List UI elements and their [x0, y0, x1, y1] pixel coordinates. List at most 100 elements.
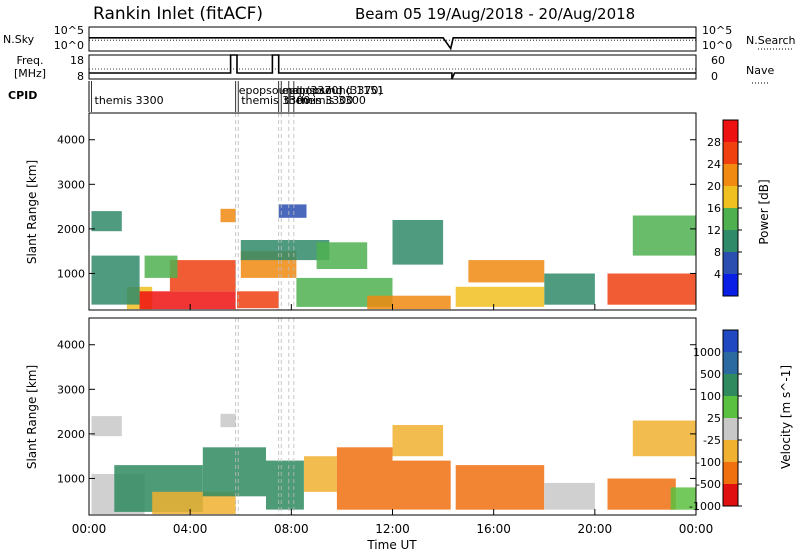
data-block [220, 208, 236, 223]
noise-sky-line [89, 37, 696, 51]
x-tick-label: 00:00 [72, 522, 107, 536]
data-block [139, 291, 236, 310]
colorbar-tick-label: -1000 [689, 500, 721, 513]
power-colorbar: 4 8 12 16 20 24 28 [707, 119, 742, 297]
velocity-colorbar: 1000 500 100 25 -25 -100 -500 -1000 [689, 329, 742, 513]
data-block [367, 295, 451, 310]
data-block [304, 456, 337, 492]
x-tick-label: 12:00 [375, 522, 410, 536]
cpid-entry: themis 3300 [95, 94, 164, 107]
freq-left-label-line2: [MHz] [14, 67, 46, 80]
y-tick-label: 2000 [57, 428, 85, 441]
x-tick-label: 16:00 [476, 522, 511, 536]
colorbar-segment [723, 418, 738, 440]
cpid-label: CPID [8, 89, 37, 102]
data-block [544, 273, 595, 305]
data-block [607, 478, 676, 510]
colorbar-segment [723, 440, 738, 462]
velocity-y-label: Slant Range [km] [25, 365, 39, 469]
colorbar-tick-label: 8 [714, 246, 721, 259]
y-tick-label: 1000 [57, 267, 85, 280]
data-block [91, 211, 122, 232]
noise-left-tick-bottom: 10^0 [54, 39, 84, 52]
noise-right-tick-bottom: 10^0 [702, 39, 732, 52]
noise-right-tick-top: 10^5 [702, 24, 732, 37]
data-block [278, 204, 307, 218]
colorbar-tick-label: 25 [707, 412, 721, 425]
freq-left-tick-top: 18 [70, 54, 84, 67]
data-block [152, 491, 236, 515]
data-block [91, 416, 122, 437]
data-block [336, 447, 393, 510]
colorbar-tick-label: 4 [714, 268, 721, 281]
colorbar-segment [723, 208, 738, 230]
data-block [392, 220, 444, 265]
data-block [237, 291, 279, 309]
power-panel: 1000 2000 3000 4000 Slant Range [km] 4 8 12 16… [25, 112, 771, 311]
velocity-data-layer [91, 413, 696, 515]
colorbar-tick-label: 12 [707, 224, 721, 237]
x-tick-label: 00:00 [679, 522, 714, 536]
colorbar-segment [723, 352, 738, 374]
data-block [632, 420, 696, 457]
data-block [392, 425, 444, 457]
cpid-entry: epopsoundl (3370) [239, 84, 343, 97]
x-tick-label: 08:00 [274, 522, 309, 536]
power-y-axis: 1000 2000 3000 4000 [57, 134, 696, 280]
freq-panel: Freq. [MHz] 18 8 60 0 Nave [14, 54, 774, 84]
data-block [670, 487, 696, 510]
data-block [468, 260, 545, 283]
velocity-colorbar-label: Velocity [m s^-1] [779, 365, 793, 469]
power-cpid-markers [235, 113, 295, 310]
y-tick-label: 2000 [57, 223, 85, 236]
colorbar-tick-label: 24 [707, 158, 721, 171]
cpid-entry: epopsound (3370) [282, 84, 383, 97]
colorbar-tick-label: 500 [700, 368, 721, 381]
colorbar-segment [723, 230, 738, 252]
colorbar-tick-label: -100 [696, 456, 721, 469]
noise-panel: N.Sky 10^5 10^0 10^5 10^0 N.Search [3, 24, 796, 52]
colorbar-segment [723, 330, 738, 352]
x-axis: 00:00 04:00 08:00 12:00 16:00 20:00 00:00 [72, 304, 714, 536]
colorbar-tick-label: 1000 [693, 346, 721, 359]
colorbar-segment [723, 396, 738, 418]
colorbar-segment [723, 462, 738, 484]
data-block [455, 465, 545, 510]
data-block [632, 215, 696, 256]
cpid-entry: epopsound 1151 [292, 84, 384, 97]
freq-line [89, 54, 696, 80]
colorbar-segment [723, 484, 738, 506]
y-tick-label: 3000 [57, 383, 85, 396]
colorbar-segment [723, 186, 738, 208]
freq-left-label-line1: Freq. [16, 54, 43, 67]
y-tick-label: 4000 [57, 134, 85, 147]
colorbar-tick-label: 100 [700, 390, 721, 403]
figure-subtitle: Beam 05 19/Aug/2018 - 20/Aug/2018 [355, 5, 635, 23]
noise-panel-frame [88, 26, 697, 52]
power-data-layer [91, 204, 696, 310]
freq-panel-frame [88, 54, 697, 80]
cpid-entry: themis 3300 [284, 94, 353, 107]
colorbar-segment [723, 142, 738, 164]
data-block [607, 273, 696, 305]
freq-right-tick-bottom: 0 [711, 70, 718, 83]
colorbar-tick-label: -25 [703, 434, 721, 447]
data-block [144, 255, 178, 278]
data-block [91, 255, 140, 305]
data-block [544, 482, 595, 510]
x-tick-label: 20:00 [578, 522, 613, 536]
freq-left-tick-bottom: 8 [77, 70, 84, 83]
data-block [240, 240, 330, 261]
cpid-entry: themis 3300 [241, 94, 310, 107]
data-block [266, 460, 304, 510]
colorbar-tick-label: -500 [696, 478, 721, 491]
velocity-panel: 1000 2000 3000 4000 Slant Range [km] 1000 50… [25, 317, 793, 516]
colorbar-segment [723, 252, 738, 274]
colorbar-tick-label: 20 [707, 180, 721, 193]
colorbar-tick-label: 16 [707, 202, 721, 215]
colorbar-segment [723, 374, 738, 396]
velocity-cpid-markers [235, 318, 295, 515]
noise-right-label: N.Search [746, 34, 796, 47]
noise-left-label: N.Sky [3, 33, 35, 46]
power-y-label: Slant Range [km] [25, 160, 39, 264]
